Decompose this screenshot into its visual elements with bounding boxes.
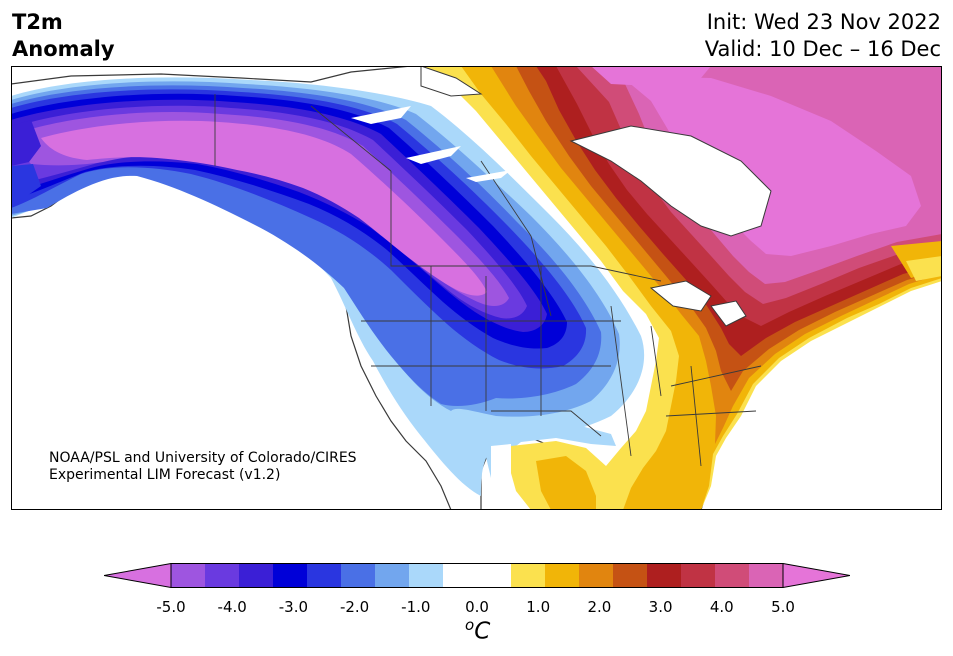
unit-label: oC <box>465 616 490 645</box>
anomaly-label: Anomaly <box>12 37 115 61</box>
colorbar <box>104 563 850 588</box>
colorbar-segment <box>477 563 512 588</box>
colorbar-tick-label: 2.0 <box>587 598 612 616</box>
degree-symbol: o <box>465 616 475 634</box>
colorbar-segment <box>307 563 342 588</box>
mexico-anomaly <box>481 424 616 510</box>
valid-range: Valid: 10 Dec – 16 Dec <box>704 37 941 61</box>
temperature-anomaly-map <box>11 66 942 510</box>
colorbar-ticks: -5.0 -4.0 -3.0 -2.0 -1.0 0.0 1.0 2.0 3.0 4.0 5.0 <box>0 598 953 618</box>
map-frame <box>11 66 942 510</box>
colorbar-segment <box>239 563 274 588</box>
colorbar-tick-label: -2.0 <box>339 598 370 616</box>
colorbar-segment <box>579 563 614 588</box>
colorbar-tick-label: -5.0 <box>156 598 186 616</box>
credit-line-2: Experimental LIM Forecast (v1.2) <box>49 467 281 483</box>
map-title: T2m Anomaly <box>12 9 115 63</box>
credit-line-1: NOAA/PSL and University of Colorado/CIRE… <box>49 450 357 466</box>
variable-label: T2m <box>12 10 63 34</box>
colorbar-tick-label: -1.0 <box>401 598 431 616</box>
credit-text: NOAA/PSL and University of Colorado/CIRE… <box>49 450 357 484</box>
political-borders <box>214 94 762 467</box>
unit-letter: C <box>474 618 491 645</box>
colorbar-segment <box>341 563 376 588</box>
init-date: Init: Wed 23 Nov 2022 <box>706 10 941 34</box>
water-bodies <box>420 66 772 327</box>
colorbar-segment <box>749 563 784 588</box>
colorbar-segment <box>171 563 206 588</box>
colorbar-segment <box>511 563 546 588</box>
cold-anomaly <box>11 77 645 497</box>
colorbar-segment <box>681 563 716 588</box>
colorbar-segment <box>205 563 240 588</box>
colorbar-segment <box>375 563 410 588</box>
colorbar-segment <box>443 563 478 588</box>
colorbar-tick-label: 1.0 <box>526 598 551 616</box>
colorbar-segment <box>647 563 682 588</box>
colorbar-segment <box>273 563 308 588</box>
colorbar-segment <box>545 563 580 588</box>
colorbar-tick-label: 5.0 <box>771 598 795 616</box>
forecast-dates: Init: Wed 23 Nov 2022 Valid: 10 Dec – 16… <box>705 9 941 63</box>
colorbar-tick-label: -3.0 <box>278 598 309 616</box>
colorbar-segment <box>715 563 750 588</box>
colorbar-frame <box>170 563 784 588</box>
colorbar-segment <box>409 563 444 588</box>
colorbar-tick-label: 0.0 <box>465 598 489 616</box>
arctic-islands <box>351 106 511 182</box>
colorbar-tick-label: -4.0 <box>217 598 247 616</box>
colorbar-tick-label: 4.0 <box>709 598 734 616</box>
colorbar-tick-label: 3.0 <box>648 598 673 616</box>
colorbar-min-extend <box>104 563 172 588</box>
colorbar-segment <box>613 563 648 588</box>
colorbar-max-extend <box>782 563 850 588</box>
